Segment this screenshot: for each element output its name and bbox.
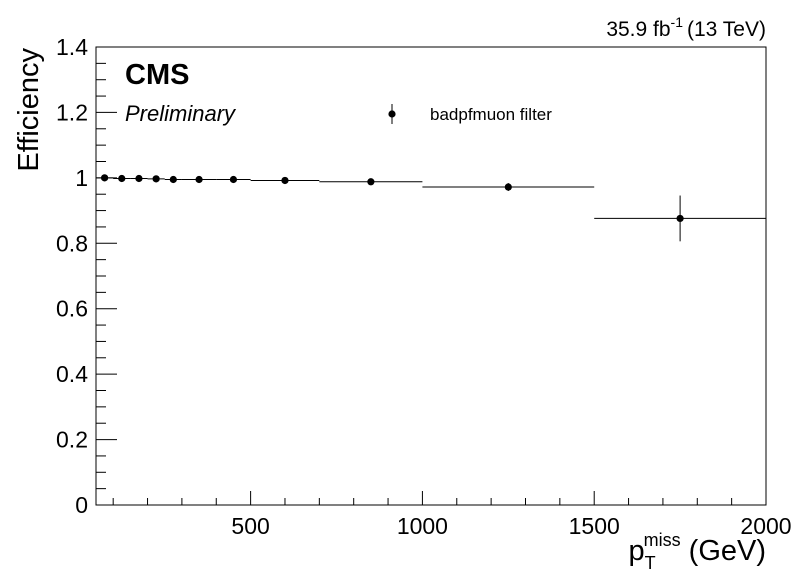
- y-tick-label: 0: [75, 492, 88, 518]
- axis-ticks: [96, 46, 767, 506]
- data-point: [676, 214, 684, 223]
- data-points: [96, 174, 766, 242]
- x-tick-label: 2000: [740, 513, 791, 539]
- data-point: [169, 175, 177, 184]
- data-point: [367, 178, 375, 186]
- x-axis-symbol: p: [629, 535, 645, 567]
- lumi-value: 35.9 fb: [606, 18, 670, 41]
- x-axis-title: pTmiss (GeV): [629, 530, 766, 573]
- lumi-exponent: -1: [671, 14, 684, 30]
- data-point: [100, 174, 109, 182]
- y-tick-label: 1.4: [56, 34, 88, 60]
- x-tick-label: 1500: [569, 513, 620, 539]
- preliminary-label: Preliminary: [125, 101, 237, 126]
- data-point: [504, 183, 512, 191]
- y-tick-label: 0.6: [56, 296, 88, 322]
- data-point: [229, 175, 238, 184]
- y-tick-label: 0.4: [56, 361, 88, 387]
- legend-entry-badpfmuon: badpfmuon filter: [430, 105, 552, 124]
- x-tick-label: 500: [231, 513, 269, 539]
- legend-marker: [388, 110, 396, 118]
- data-point: [281, 176, 289, 185]
- x-axis-superscript: miss: [644, 530, 681, 550]
- cms-label: CMS: [125, 59, 189, 91]
- y-tick-label: 0.8: [56, 230, 88, 256]
- x-axis-unit: (GeV): [689, 535, 766, 567]
- tick-labels: 500 1000 1500 2000 0 0.2 0.4 0.6 0.8 1 1.2 1.4: [56, 34, 792, 539]
- y-axis-title: Efficiency: [13, 48, 45, 172]
- x-tick-label: 1000: [397, 513, 448, 539]
- data-point: [152, 175, 160, 183]
- data-point: [135, 174, 143, 183]
- y-tick-label: 1.2: [56, 99, 88, 125]
- lumi-energy: (13 TeV): [687, 18, 766, 41]
- legend: badpfmuon filter: [388, 104, 552, 124]
- data-point: [195, 175, 203, 184]
- lumi-label: 35.9 fb-1 (13 TeV): [606, 14, 766, 41]
- x-axis-subscript: T: [645, 553, 656, 573]
- data-point: [118, 174, 126, 183]
- y-tick-label: 1: [75, 165, 88, 191]
- y-tick-label: 0.2: [56, 427, 88, 453]
